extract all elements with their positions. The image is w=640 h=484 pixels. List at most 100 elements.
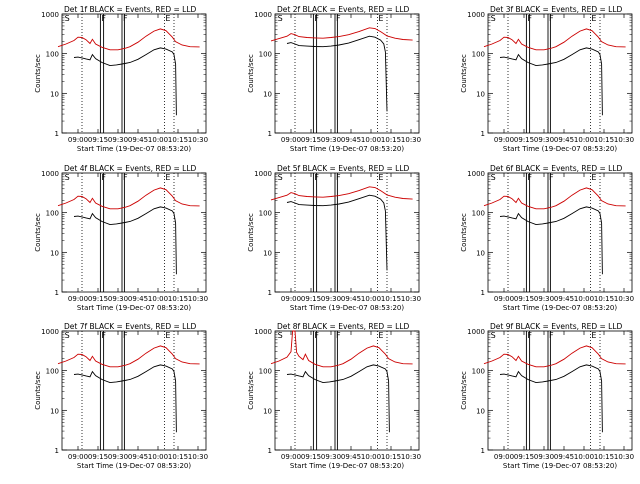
x-tick-label: 10:30 [188,453,208,461]
y-axis-label: Counts/sec [460,54,468,93]
series-red-lld [57,187,200,210]
y-tick-label: 10 [50,249,59,257]
y-tick-label: 100 [46,210,59,218]
x-tick-label: 09:30 [108,453,128,461]
x-axis-label: Start Time (19-Dec-07 08:53:20) [77,462,191,470]
y-tick-label: 1000 [254,328,272,336]
x-axis-label: Start Time (19-Dec-07 08:53:20) [77,304,191,312]
x-tick-label: 09:45 [341,295,361,303]
marker-label: F [101,173,106,182]
x-tick-label: 09:30 [534,295,554,303]
x-tick-label: 09:15 [514,136,534,144]
panel-title: Det 6f BLACK = Events, RED = LLD [490,164,623,173]
x-axis-label: Start Time (19-Dec-07 08:53:20) [503,145,617,153]
x-tick-label: 09:30 [534,136,554,144]
series-red-lld [57,345,200,368]
marker-label: S [65,331,70,340]
x-axis-label: Start Time (19-Dec-07 08:53:20) [77,145,191,153]
y-tick-label: 1 [55,289,59,297]
x-tick-label: 10:00 [574,295,594,303]
x-tick-label: 10:00 [574,136,594,144]
marker-label: E [591,173,596,182]
marker-label: F [101,14,106,23]
y-tick-label: 100 [472,210,485,218]
y-tick-label: 10 [263,249,272,257]
marker-label: F [549,173,554,182]
plot-frame [487,330,633,451]
plot-frame [487,172,633,293]
marker-label: F [527,14,532,23]
x-tick-label: 09:30 [534,453,554,461]
y-tick-label: 1000 [41,11,59,19]
x-tick-label: 10:30 [614,136,634,144]
marker-label: F [527,331,532,340]
marker-label: S [65,14,70,23]
x-tick-label: 10:15 [168,453,188,461]
marker-label: F [101,331,106,340]
marker-label: E [378,173,383,182]
marker-label: E [165,14,170,23]
y-tick-label: 100 [46,368,59,376]
x-tick-label: 09:15 [301,453,321,461]
plot-frame [61,172,207,293]
marker-label: S [491,173,496,182]
x-tick-label: 09:15 [88,453,108,461]
y-axis-label: Counts/sec [247,371,255,410]
x-tick-label: 09:00 [494,453,514,461]
x-tick-label: 09:45 [554,136,574,144]
y-tick-label: 1 [268,289,272,297]
marker-label: E [591,14,596,23]
marker-label: S [278,173,283,182]
y-tick-label: 10 [263,407,272,415]
y-axis-label: Counts/sec [247,213,255,252]
y-tick-label: 1 [481,130,485,138]
y-tick-label: 1000 [254,170,272,178]
series-black-events [286,194,388,271]
panel-title: Det 2f BLACK = Events, RED = LLD [277,5,410,14]
y-tick-label: 100 [472,51,485,59]
marker-label: F [123,14,128,23]
series-black-events [73,206,177,275]
series-black-events [286,364,390,433]
y-tick-label: 1 [268,447,272,455]
x-tick-label: 09:00 [281,136,301,144]
series-red-lld [270,27,413,42]
y-axis-label: Counts/sec [460,213,468,252]
series-black-events [73,364,177,433]
x-tick-label: 09:00 [281,295,301,303]
x-tick-label: 10:30 [614,295,634,303]
marker-label: S [491,331,496,340]
y-tick-label: 1000 [41,328,59,336]
plot-frame [274,172,420,293]
x-tick-label: 09:00 [494,295,514,303]
y-tick-label: 1 [55,130,59,138]
y-tick-label: 1000 [467,11,485,19]
x-axis-label: Start Time (19-Dec-07 08:53:20) [290,145,404,153]
series-red-lld [483,187,626,210]
panel-title: Det 5f BLACK = Events, RED = LLD [277,164,410,173]
x-tick-label: 10:15 [168,136,188,144]
series-red-lld [270,330,413,368]
y-tick-label: 1000 [467,170,485,178]
marker-label: F [336,173,341,182]
panel-title: Det 7f BLACK = Events, RED = LLD [64,322,197,331]
marker-label: E [378,14,383,23]
x-tick-label: 09:15 [514,453,534,461]
plot-frame [274,330,420,451]
y-tick-label: 100 [472,368,485,376]
x-tick-label: 10:30 [614,453,634,461]
y-axis-label: Counts/sec [34,213,42,252]
y-tick-label: 10 [50,90,59,98]
x-tick-label: 10:00 [148,295,168,303]
x-tick-label: 10:15 [594,295,614,303]
x-tick-label: 09:00 [68,453,88,461]
x-tick-label: 09:30 [108,136,128,144]
marker-label: F [123,331,128,340]
y-tick-label: 100 [259,368,272,376]
